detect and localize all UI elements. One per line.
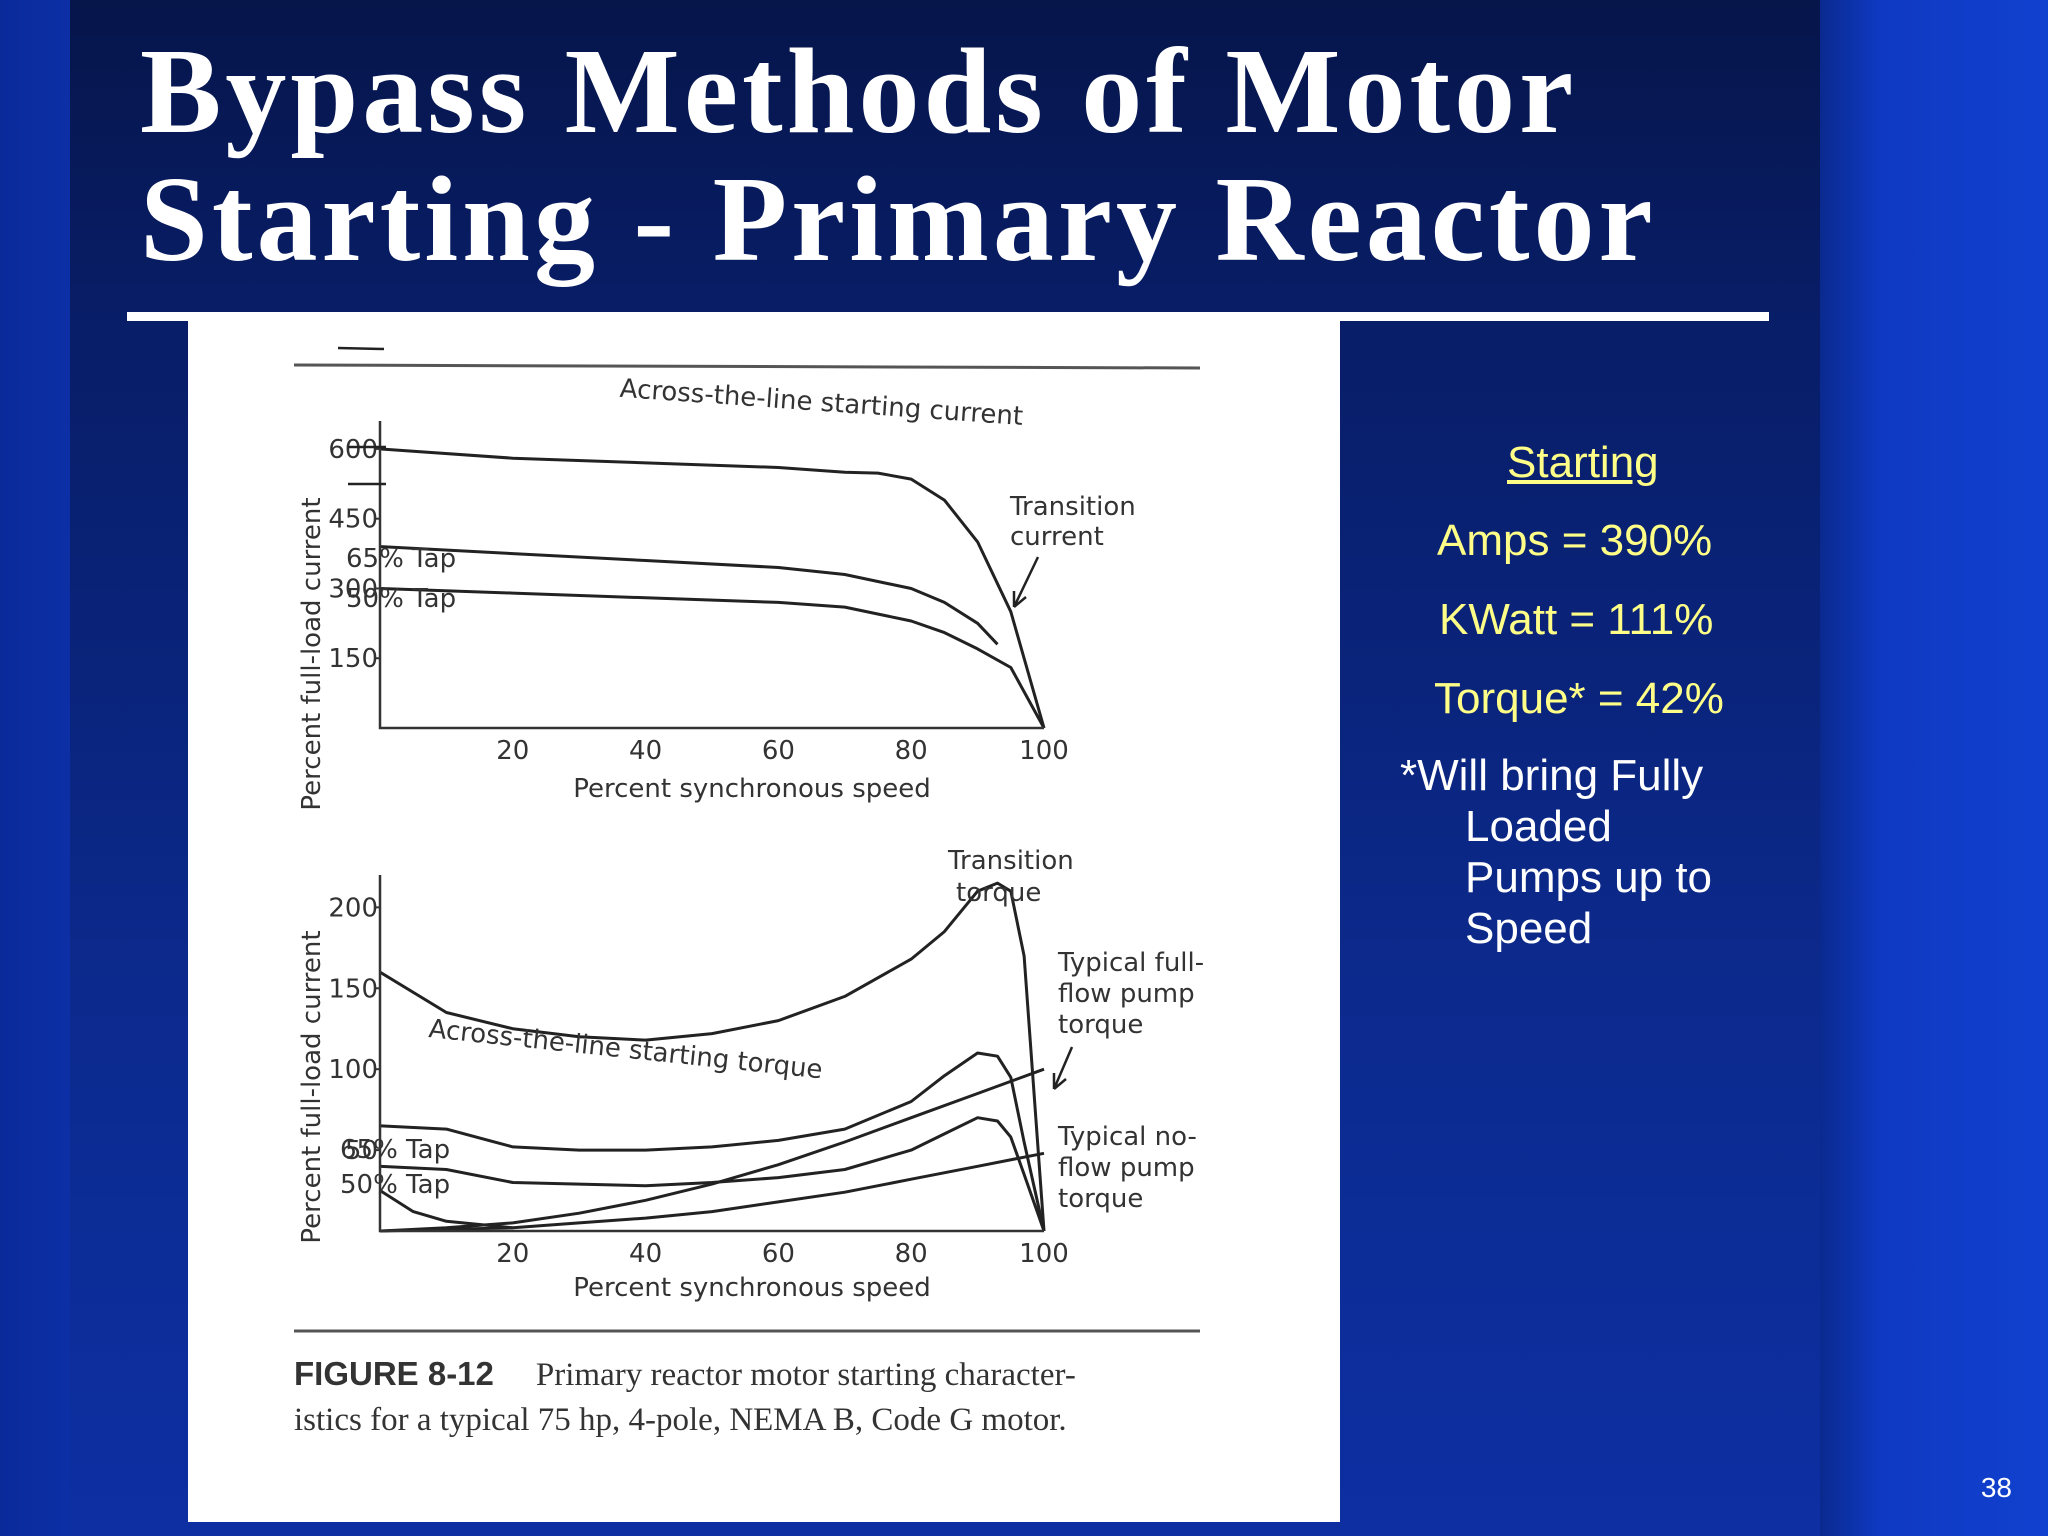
chart2-annotation-noflow-line3: torque bbox=[1058, 1184, 1143, 1214]
chart1-y-tick-label: 300 bbox=[328, 574, 378, 604]
chart2-annotation-noflow-line2: flow pump bbox=[1058, 1153, 1195, 1183]
chart1-series-label-50: 50% Tap bbox=[346, 584, 456, 614]
chart2-series-line-4 bbox=[379, 1067, 1045, 1233]
chart2-axes bbox=[378, 875, 1044, 1233]
note-line-4: Speed bbox=[1465, 904, 1593, 953]
chart2-annotation-fullflow-line3: torque bbox=[1058, 1010, 1143, 1040]
chart1-transition-arrow bbox=[1012, 556, 1040, 608]
chart2-annotation-transition-line2: torque bbox=[956, 878, 1041, 908]
title-line-2: Starting - Primary Reactor bbox=[140, 152, 1657, 287]
figure-top-rule bbox=[293, 363, 1201, 370]
chart1-y-tick-label: 150 bbox=[328, 644, 378, 674]
kwatt-value: KWatt = 111% bbox=[1439, 595, 1714, 644]
chart2-series-line-5 bbox=[379, 1151, 1045, 1233]
chart2-series-label-50: 50% Tap bbox=[340, 1170, 450, 1200]
chart1-annotation-transition-line2: current bbox=[1010, 522, 1104, 552]
figure-number: FIGURE 8-12 bbox=[294, 1355, 494, 1392]
chart1-axes bbox=[378, 421, 1044, 730]
chart1-x-tick-label: 40 bbox=[629, 736, 662, 766]
chart2-series-line-1 bbox=[379, 881, 1046, 1232]
chart2-x-tick-label: 100 bbox=[1019, 1239, 1069, 1269]
figure-caption-text-2: istics for a typical 75 hp, 4-pole, NEMA… bbox=[294, 1402, 1067, 1438]
chart2-annotation-noflow-line1: Typical no- bbox=[1057, 1122, 1197, 1152]
chart1-annotation-transition-line1: Transition bbox=[1009, 492, 1136, 522]
figure-svg: Percent synchronous speed Percent full-l… bbox=[293, 346, 1204, 1333]
chart2-series-label-65: 65% Tap bbox=[340, 1135, 450, 1165]
chart1-leader-line bbox=[337, 346, 385, 351]
note-line-1: *Will bring Fully bbox=[1400, 751, 1704, 800]
chart2-y-tick-label: 50 bbox=[345, 1136, 378, 1166]
chart2-xlabel: Percent synchronous speed bbox=[573, 1273, 931, 1303]
chart2-ylabel: Percent full-load current bbox=[297, 930, 327, 1243]
chart1-x-tick-label: 80 bbox=[895, 736, 928, 766]
figure-panel: Percent synchronous speed Percent full-l… bbox=[188, 321, 1340, 1522]
chart1-xlabel: Percent synchronous speed bbox=[573, 774, 931, 804]
chart1-y-tick-label: 600 bbox=[328, 435, 378, 465]
chart1-series-label-atl: Across-the-line starting current bbox=[619, 374, 1024, 432]
chart1-y-tick-label: 450 bbox=[328, 505, 378, 535]
title-line-1: Bypass Methods of Motor bbox=[140, 24, 1578, 159]
figure-caption: FIGURE 8-12 Primary reactor motor startin… bbox=[294, 1351, 1254, 1443]
note-line-3: Pumps up to bbox=[1465, 853, 1713, 902]
chart2-annotation-fullflow-line1: Typical full- bbox=[1057, 948, 1204, 978]
note-line-2: Loaded bbox=[1465, 802, 1612, 851]
torque-chart: Percent synchronous speed Percent full-l… bbox=[297, 846, 1204, 1303]
chart1-series-line-2 bbox=[379, 545, 999, 646]
chart1-x-tick-label: 60 bbox=[762, 736, 795, 766]
amps-value: Amps = 390% bbox=[1437, 516, 1713, 565]
chart2-x-tick-label: 60 bbox=[762, 1239, 795, 1269]
chart2-series-line-2 bbox=[379, 1051, 1046, 1232]
chart2-series-line-3 bbox=[379, 1116, 1046, 1232]
chart1-series-line-3 bbox=[379, 587, 1046, 729]
chart2-y-tick-label: 100 bbox=[328, 1055, 378, 1085]
chart1-series-line-1 bbox=[379, 447, 1046, 729]
chart2-fullflow-arrow bbox=[1052, 1046, 1074, 1090]
chart1-x-tick-label: 20 bbox=[496, 736, 529, 766]
chart2-x-tick-label: 20 bbox=[496, 1239, 529, 1269]
title-underline bbox=[127, 312, 1769, 321]
current-chart: Percent synchronous speed Percent full-l… bbox=[297, 346, 1136, 811]
torque-value: Torque* = 42% bbox=[1434, 674, 1724, 723]
page-number: 38 bbox=[1980, 1472, 2012, 1503]
chart2-y-tick-label: 150 bbox=[328, 974, 378, 1004]
chart2-annotation-transition-line1: Transition bbox=[947, 846, 1074, 876]
chart2-y-tick-label: 200 bbox=[328, 893, 378, 923]
slide-title: Bypass Methods of Motor Starting - Prima… bbox=[140, 28, 1780, 284]
chart2-x-tick-label: 80 bbox=[895, 1239, 928, 1269]
chart1-x-tick-label: 100 bbox=[1019, 736, 1069, 766]
chart1-ylabel: Percent full-load current bbox=[297, 497, 327, 810]
chart1-series-label-65: 65% Tap bbox=[346, 544, 456, 574]
chart2-annotation-fullflow-line2: flow pump bbox=[1058, 979, 1195, 1009]
starting-heading: Starting bbox=[1507, 438, 1659, 487]
chart2-x-tick-label: 40 bbox=[629, 1239, 662, 1269]
torque-note: *Will bring Fully Loaded Pumps up to Spe… bbox=[1400, 750, 1760, 954]
figure-caption-text: Primary reactor motor starting character… bbox=[535, 1357, 1076, 1393]
